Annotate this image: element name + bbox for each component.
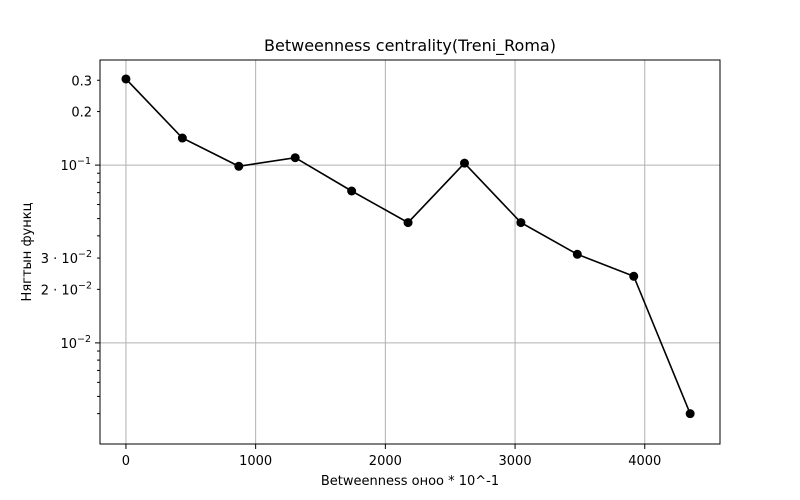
data-point xyxy=(516,218,526,228)
data-point xyxy=(177,133,187,143)
data-point xyxy=(629,271,639,281)
y-tick-label: 0.3 xyxy=(71,74,92,89)
series-layer xyxy=(121,74,695,419)
x-tick-label: 4000 xyxy=(628,454,661,469)
data-point xyxy=(290,153,300,163)
y-tick-label: 0.2 xyxy=(71,106,92,121)
data-point xyxy=(403,218,413,228)
x-tick-label: 1000 xyxy=(239,454,272,469)
data-point xyxy=(459,158,469,168)
chart-title: Betweenness centrality(Treni_Roma) xyxy=(264,36,556,56)
data-point xyxy=(685,409,695,419)
y-axis-label: Нягтын функц xyxy=(20,202,35,301)
x-axis-label: Betweenness оноо * 10^-1 xyxy=(321,474,499,489)
data-point xyxy=(234,161,244,171)
y-tick-label: 3 · 10−2 xyxy=(41,249,92,267)
tick-layer: 0 1000 2000 3000 4000 10−2 10−1 2 · 10−2 3 · 10−… xyxy=(41,74,662,469)
x-tick-label: 2000 xyxy=(369,454,402,469)
gridlines xyxy=(100,60,720,444)
data-point xyxy=(121,74,131,84)
data-point xyxy=(347,186,357,196)
plot-frame xyxy=(99,59,721,445)
y-tick-label: 2 · 10−2 xyxy=(41,280,92,298)
y-tick-label: 10−2 xyxy=(60,334,91,352)
x-tick-label: 3000 xyxy=(499,454,532,469)
y-tick-label: 10−1 xyxy=(60,156,91,174)
data-point xyxy=(572,249,582,259)
x-tick-label: 0 xyxy=(122,454,130,469)
